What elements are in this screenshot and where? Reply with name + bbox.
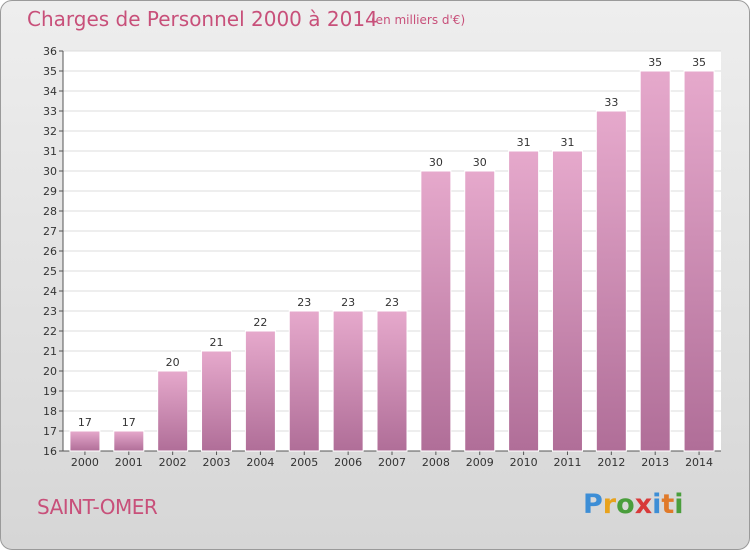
bar-2002: [157, 370, 189, 452]
x-tick-label: 2008: [422, 456, 450, 469]
x-tick-label: 2011: [553, 456, 581, 469]
bar-2014: [683, 70, 715, 452]
bar-2005: [288, 310, 320, 452]
y-tick-label: 34: [43, 85, 57, 98]
bar-2010: [508, 150, 540, 452]
data-label: 31: [517, 136, 531, 149]
y-tick-label: 31: [43, 145, 57, 158]
bars: [69, 70, 715, 452]
chart-title: Charges de Personnel 2000 à 2014: [27, 7, 378, 31]
x-tick-label: 2006: [334, 456, 362, 469]
y-tick-label: 18: [43, 405, 57, 418]
data-label: 30: [429, 156, 443, 169]
y-tick-label: 24: [43, 285, 57, 298]
data-label: 30: [473, 156, 487, 169]
logo-letter: x: [634, 489, 653, 520]
y-tick-label: 33: [43, 105, 57, 118]
y-tick-label: 16: [43, 445, 57, 458]
bar-2011: [551, 150, 583, 452]
data-label: 21: [210, 336, 224, 349]
bar-2001: [113, 430, 145, 452]
data-label: 35: [648, 56, 662, 69]
logo-letter: r: [602, 489, 617, 520]
data-label: 17: [78, 416, 92, 429]
logo-letter: o: [616, 489, 635, 520]
bar-2004: [244, 330, 276, 452]
data-label: 23: [341, 296, 355, 309]
logo-letter: t: [661, 489, 675, 520]
y-tick-label: 25: [43, 265, 57, 278]
axes: 16 17 18 19 20 21 22 23 24 25 26 27 28 29 30 31 32 33 34 35…: [43, 45, 721, 469]
bar-2013: [639, 70, 671, 452]
data-label: 31: [560, 136, 574, 149]
x-tick-label: 2012: [597, 456, 625, 469]
proxiti-logo[interactable]: Proxiti: [583, 489, 684, 520]
y-tick-label: 32: [43, 125, 57, 138]
x-tick-label: 2013: [641, 456, 669, 469]
x-tick-label: 2002: [159, 456, 187, 469]
y-tick-label: 23: [43, 305, 57, 318]
data-label: 33: [604, 96, 618, 109]
x-tick-label: 2000: [71, 456, 99, 469]
city-name: SAINT-OMER: [37, 495, 158, 519]
data-label: 23: [297, 296, 311, 309]
y-tick-label: 22: [43, 325, 57, 338]
data-label: 22: [253, 316, 267, 329]
bar-2012: [595, 110, 627, 452]
x-tick-label: 2014: [685, 456, 713, 469]
y-tick-label: 19: [43, 385, 57, 398]
bar-2000: [69, 430, 101, 452]
bar-2009: [464, 170, 496, 452]
bar-2007: [376, 310, 408, 452]
logo-letter: i: [652, 489, 662, 520]
y-tick-label: 30: [43, 165, 57, 178]
data-label: 35: [692, 56, 706, 69]
y-tick-label: 21: [43, 345, 57, 358]
y-tick-label: 36: [43, 45, 57, 58]
data-labels: 17 17 20 21 22 23 23 23 30 30 31 31 33 35 35: [78, 56, 706, 429]
y-tick-label: 17: [43, 425, 57, 438]
y-tick-label: 26: [43, 245, 57, 258]
bar-2008: [420, 170, 452, 452]
x-tick-label: 2007: [378, 456, 406, 469]
y-tick-label: 35: [43, 65, 57, 78]
y-tick-label: 29: [43, 185, 57, 198]
y-tick-label: 28: [43, 205, 57, 218]
y-tick-label: 27: [43, 225, 57, 238]
data-label: 20: [166, 356, 180, 369]
data-label: 17: [122, 416, 136, 429]
bar-2003: [201, 350, 233, 452]
x-tick-label: 2004: [246, 456, 274, 469]
x-tick-label: 2001: [115, 456, 143, 469]
bar-2006: [332, 310, 364, 452]
chart-subtitle: (en milliers d'€): [371, 13, 466, 27]
data-label: 23: [385, 296, 399, 309]
x-tick-label: 2005: [290, 456, 318, 469]
logo-letter: i: [674, 489, 684, 520]
x-tick-label: 2010: [510, 456, 538, 469]
x-tick-label: 2009: [466, 456, 494, 469]
logo-letter: P: [583, 489, 603, 520]
y-tick-label: 20: [43, 365, 57, 378]
x-tick-label: 2003: [203, 456, 231, 469]
